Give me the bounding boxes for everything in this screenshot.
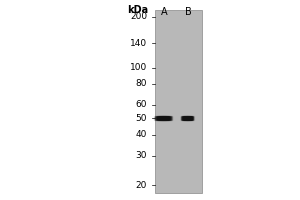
Text: 80: 80: [136, 79, 147, 88]
Text: A: A: [161, 7, 167, 17]
Text: 100: 100: [130, 63, 147, 72]
Text: 60: 60: [136, 100, 147, 109]
Text: 140: 140: [130, 39, 147, 48]
Text: 30: 30: [136, 151, 147, 160]
Text: 20: 20: [136, 181, 147, 190]
Text: 40: 40: [136, 130, 147, 139]
Text: 50: 50: [136, 114, 147, 123]
Text: kDa: kDa: [127, 5, 148, 15]
Text: B: B: [184, 7, 191, 17]
Bar: [155, 10, 202, 193]
Text: 200: 200: [130, 12, 147, 21]
